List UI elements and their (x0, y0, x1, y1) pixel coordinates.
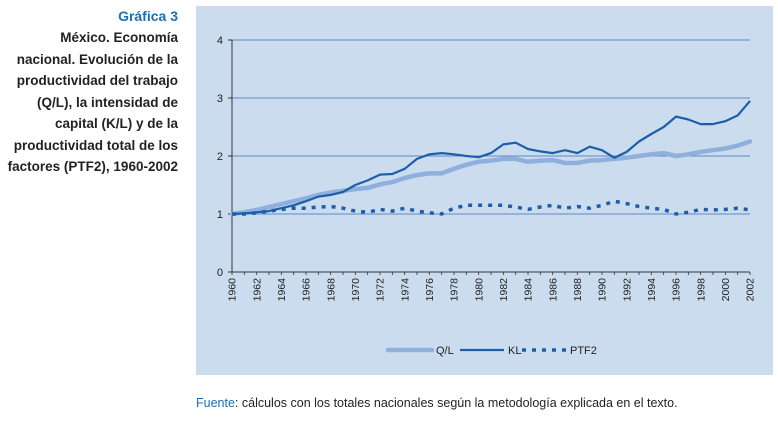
x-tick-label: 1962 (251, 278, 263, 302)
series-line-kl (231, 100, 751, 216)
x-tick-label: 1976 (424, 278, 436, 302)
y-tick-label: 2 (217, 151, 223, 163)
x-tick-label: 1980 (473, 278, 485, 302)
source-text: : cálculos con los totales nacionales se… (234, 396, 678, 410)
x-tick-label: 1960 (227, 278, 239, 302)
series-line-ptf2 (232, 199, 751, 216)
gridlines (232, 39, 750, 215)
legend-label-ptf2: PTF2 (570, 345, 597, 357)
x-tick-label: 1998 (695, 278, 707, 302)
x-tick-label: 1992 (621, 278, 633, 302)
x-tick-label: 1988 (572, 278, 584, 302)
x-tick-label: 2002 (745, 278, 757, 302)
legend: Q/L KL PTF2 (385, 345, 597, 357)
x-tick-label: 2000 (720, 278, 732, 302)
chart-caption: Gráfica 3 México. Economía nacional. Evo… (0, 6, 178, 178)
x-tick-label: 1970 (350, 278, 362, 302)
line-chart: 0 1 2 3 4 1960 1962 1964 1966 1968 1970 1972 1974 197… (217, 35, 757, 357)
y-tick-label: 1 (217, 209, 223, 221)
legend-label-kl: KL (508, 345, 521, 357)
x-tick-label: 1986 (547, 278, 559, 302)
y-tick-label: 3 (217, 93, 223, 105)
figure-number: Gráfica 3 (118, 8, 178, 24)
x-tick-label: 1990 (597, 278, 609, 302)
axes: 0 1 2 3 4 1960 1962 1964 1966 1968 1970 1972 1974 197… (217, 35, 757, 301)
source-label: Fuente (196, 396, 235, 410)
x-tick-label: 1984 (523, 278, 535, 302)
series-group (229, 100, 753, 217)
legend-label-q-l: Q/L (436, 345, 454, 357)
x-tick-label: 1996 (671, 278, 683, 302)
x-tick-label: 1974 (399, 278, 411, 302)
y-tick-label: 4 (217, 35, 223, 47)
chart-panel: 0 1 2 3 4 1960 1962 1964 1966 1968 1970 1972 1974 197… (196, 6, 773, 375)
x-tick-label: 1982 (498, 278, 510, 302)
x-tick-label: 1968 (325, 278, 337, 302)
x-tick-label: 1964 (276, 278, 288, 302)
x-tick-label: 1978 (449, 278, 461, 302)
series-line-q-l (229, 139, 753, 217)
x-tick-label: 1972 (375, 278, 387, 302)
y-tick-label: 0 (217, 267, 223, 279)
source-note: Fuente: cálculos con los totales naciona… (196, 396, 678, 410)
figure-title: México. Economía nacional. Evolución de … (7, 30, 178, 174)
x-tick-label: 1994 (646, 278, 658, 302)
x-tick-label: 1966 (301, 278, 313, 302)
